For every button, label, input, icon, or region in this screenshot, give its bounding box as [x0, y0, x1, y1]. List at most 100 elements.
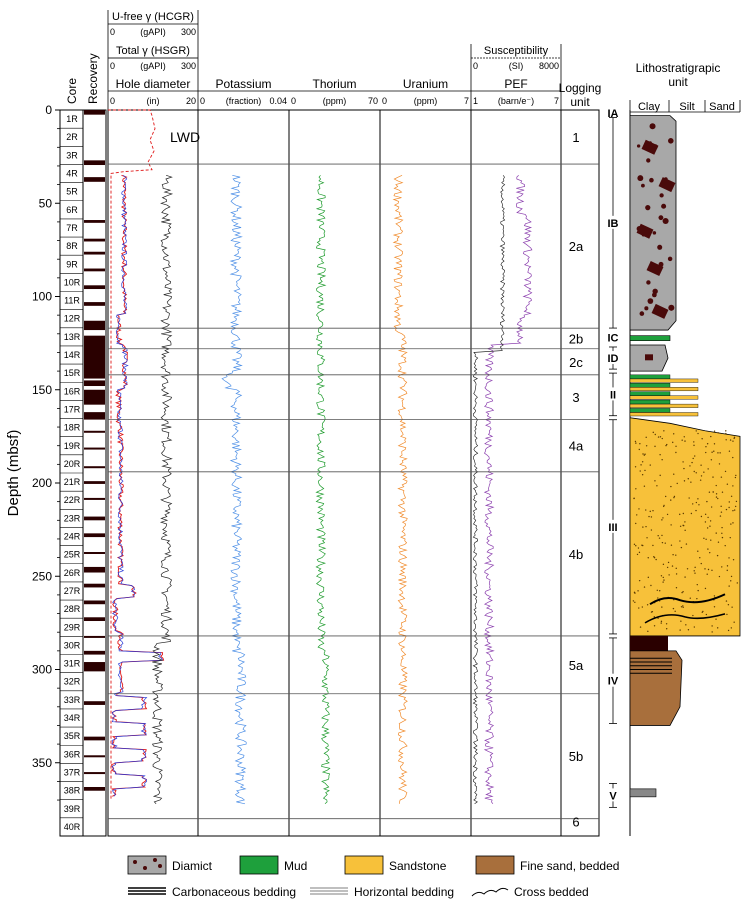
sandstone-dot [730, 523, 732, 525]
sandstone-dot [691, 461, 693, 464]
core-label: 24R [64, 532, 81, 542]
core-recovery-block [84, 635, 105, 638]
depth-tick-label: 300 [32, 663, 52, 677]
core-label: 32R [64, 677, 81, 687]
diamict-clast [646, 261, 664, 277]
diamict-clast [652, 231, 657, 235]
core-recovery-block [84, 110, 105, 115]
sandstone-dot [735, 500, 738, 503]
sandstone-dot [711, 631, 713, 633]
logging-unit-label: 2c [569, 355, 583, 370]
diamict-clast [649, 177, 654, 183]
litho-label-bg [603, 330, 623, 344]
sandstone-dot [681, 439, 683, 441]
sandstone-dot [646, 604, 649, 606]
sandstone-dot [670, 544, 673, 546]
sandstone-dot [650, 529, 653, 531]
diamict-clast [667, 256, 673, 262]
sandstone-dot [644, 469, 646, 472]
pef-curve [483, 175, 533, 805]
core-recovery-block [84, 302, 105, 306]
sandstone-dot [719, 515, 722, 517]
sandstone-dot [635, 488, 637, 490]
core-label: 39R [64, 804, 81, 814]
diamict-clast [639, 311, 645, 316]
sandstone-dot [717, 497, 719, 500]
core-label: 2R [66, 132, 78, 142]
sandstone-dot [661, 606, 663, 608]
diamict-clast [645, 205, 651, 211]
sandstone-dot [707, 568, 710, 571]
sandstone-dot [649, 510, 651, 513]
sandstone-dot [662, 563, 665, 566]
sandstone-dot [705, 538, 707, 540]
depth-tick-label: 0 [45, 103, 52, 117]
sandstone-dot [700, 475, 703, 477]
sandstone-dot [659, 436, 662, 438]
sandstone-dot [679, 629, 681, 631]
core-recovery-block [84, 662, 105, 672]
core-label: 15R [64, 368, 81, 378]
sandstone-dot [732, 510, 734, 512]
uranium-curve [392, 174, 408, 804]
diamict-clast [658, 177, 676, 193]
sandstone-dot [724, 470, 727, 473]
susceptibility-unit: (SI) [509, 61, 524, 71]
core-label: 14R [64, 350, 81, 360]
sandstone-dot [656, 485, 658, 487]
core-label: 31R [64, 659, 81, 669]
sandstone-bed [629, 395, 699, 400]
lwd-annotation: LWD [170, 129, 200, 145]
sandstone-dot [712, 491, 714, 493]
sandstone-dot [647, 576, 650, 579]
sandstone-dot [708, 491, 711, 493]
core-recovery-block [84, 220, 105, 223]
core-recovery-block [84, 268, 105, 272]
sandstone-dot [698, 504, 700, 506]
sandstone-dot [718, 575, 721, 578]
sandstone-dot [733, 621, 735, 623]
track-unit: (ppm) [323, 96, 347, 106]
sandstone-dot [706, 500, 708, 503]
sandstone-dot [635, 442, 637, 444]
sandstone-dot [643, 485, 646, 487]
track-title: Uranium [403, 77, 448, 91]
grain-label: Clay [638, 101, 661, 113]
sandstone-dot [666, 443, 668, 446]
sandstone-dot [637, 547, 640, 549]
core-recovery-block [84, 177, 105, 182]
sandstone-dot [697, 498, 699, 500]
sandstone-dot [684, 529, 686, 532]
litho-unit-label: III [608, 522, 617, 534]
sandstone-dot [725, 439, 727, 441]
core-recovery-block [84, 736, 105, 741]
sandstone-dot [637, 590, 639, 592]
depth-tick-label: 50 [39, 196, 53, 210]
sandstone-dot [687, 629, 690, 631]
sandstone-dot [673, 495, 676, 498]
sandstone-dot [672, 553, 674, 556]
sandstone-dot [692, 503, 694, 505]
core-recovery-block [84, 583, 105, 588]
logging-unit-label: 4b [569, 547, 583, 562]
grain-label: Silt [679, 101, 694, 113]
core-label: 12R [64, 314, 81, 324]
sandstone-dot [653, 625, 656, 627]
core-recovery-block [84, 251, 105, 255]
sandstone-dot [656, 589, 659, 591]
diamict-clast [661, 203, 667, 209]
sandstone-dot [694, 455, 696, 457]
sandstone-dot [636, 553, 639, 556]
sandstone-dot [689, 465, 691, 467]
sandstone-dot [667, 561, 670, 564]
sandstone-dot [692, 614, 694, 617]
sandstone-dot [673, 496, 675, 499]
sandstone-dot [697, 432, 699, 435]
sandstone-dot [654, 480, 656, 482]
sandstone-dot [635, 522, 637, 525]
tracks-frame [107, 109, 562, 837]
core-label: 26R [64, 568, 81, 578]
core-label: 33R [64, 695, 81, 705]
sandstone-dot [672, 433, 675, 435]
core-recovery-block [84, 516, 105, 521]
